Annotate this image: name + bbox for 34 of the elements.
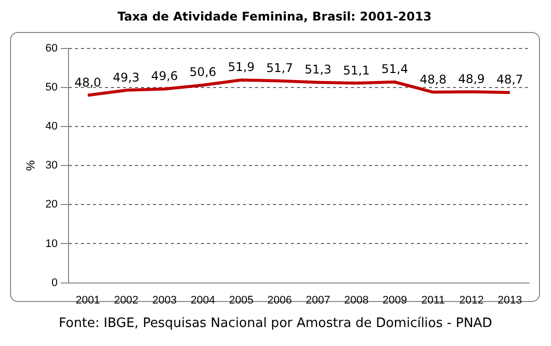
x-tick-label: 2013	[498, 294, 522, 306]
x-tick-label: 2001	[76, 294, 100, 306]
data-label: 48,8	[420, 72, 446, 86]
x-tick-label: 2008	[344, 294, 369, 306]
data-label: 51,1	[343, 63, 370, 78]
x-tick-label: 2002	[114, 294, 138, 306]
data-label: 51,4	[381, 62, 408, 76]
data-label: 51,9	[228, 60, 255, 74]
y-tick-label: 10	[45, 238, 58, 250]
x-tick-label: 2004	[190, 294, 216, 306]
x-tick-label: 2006	[267, 294, 292, 306]
x-tick-label: 2003	[152, 294, 177, 306]
x-tick-label: 2005	[229, 294, 254, 306]
data-label: 48,9	[458, 72, 485, 86]
y-axis-title: %	[24, 160, 38, 171]
y-tick-label: 50	[45, 82, 58, 94]
x-tick-label: 2012	[459, 294, 484, 306]
y-tick-label: 40	[45, 120, 58, 133]
x-tick-label: 2011	[421, 294, 445, 306]
y-tick-label: 60	[45, 42, 58, 54]
data-label: 50,6	[190, 65, 216, 80]
data-label: 48,7	[496, 72, 524, 87]
chart-title: Taxa de Atividade Feminina, Brasil: 2001-2013	[117, 9, 432, 24]
source-note: Fonte: IBGE, Pesquisas Nacional por Amostra de Domicílios - PNAD	[58, 316, 494, 331]
x-tick-label: 2009	[382, 294, 407, 306]
data-label: 51,7	[266, 60, 293, 75]
y-tick-label: 30	[45, 160, 58, 172]
data-label: 49,6	[151, 69, 178, 84]
data-label: 49,3	[112, 70, 140, 84]
y-tick-label: 0	[52, 276, 58, 289]
data-label: 48,0	[74, 75, 102, 90]
data-label: 51,3	[304, 62, 332, 77]
x-tick-label: 2007	[306, 294, 330, 306]
y-tick-label: 20	[45, 198, 58, 211]
